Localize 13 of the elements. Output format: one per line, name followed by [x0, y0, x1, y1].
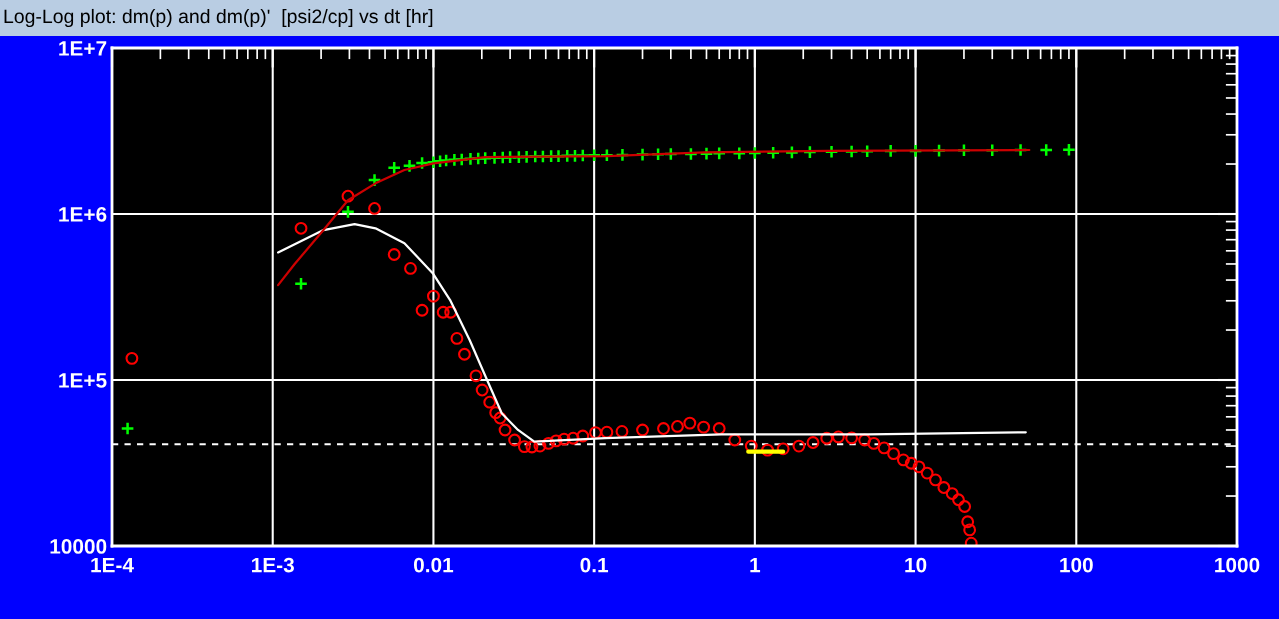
y-tick-label: 10000: [50, 539, 107, 554]
y-tick-label: 1E+6: [59, 207, 107, 222]
x-tick-label: 1E-3: [252, 557, 294, 573]
x-tick-label: 1E-4: [91, 557, 134, 573]
x-tick-label: 10: [905, 557, 927, 573]
x-tick-label: 0.01: [413, 557, 454, 573]
x-tick-label: 1: [750, 557, 761, 573]
y-tick-label: 1E+5: [59, 373, 107, 388]
chart-title: Log-Log plot: dm(p) and dm(p)' [psi2/cp] vs dt [hr]: [4, 8, 433, 28]
y-tick-label: 1E+7: [59, 41, 107, 56]
x-tick-label: 0.1: [580, 557, 609, 573]
x-tick-label: 1000: [1215, 557, 1260, 573]
x-tick-label: 100: [1060, 557, 1093, 573]
